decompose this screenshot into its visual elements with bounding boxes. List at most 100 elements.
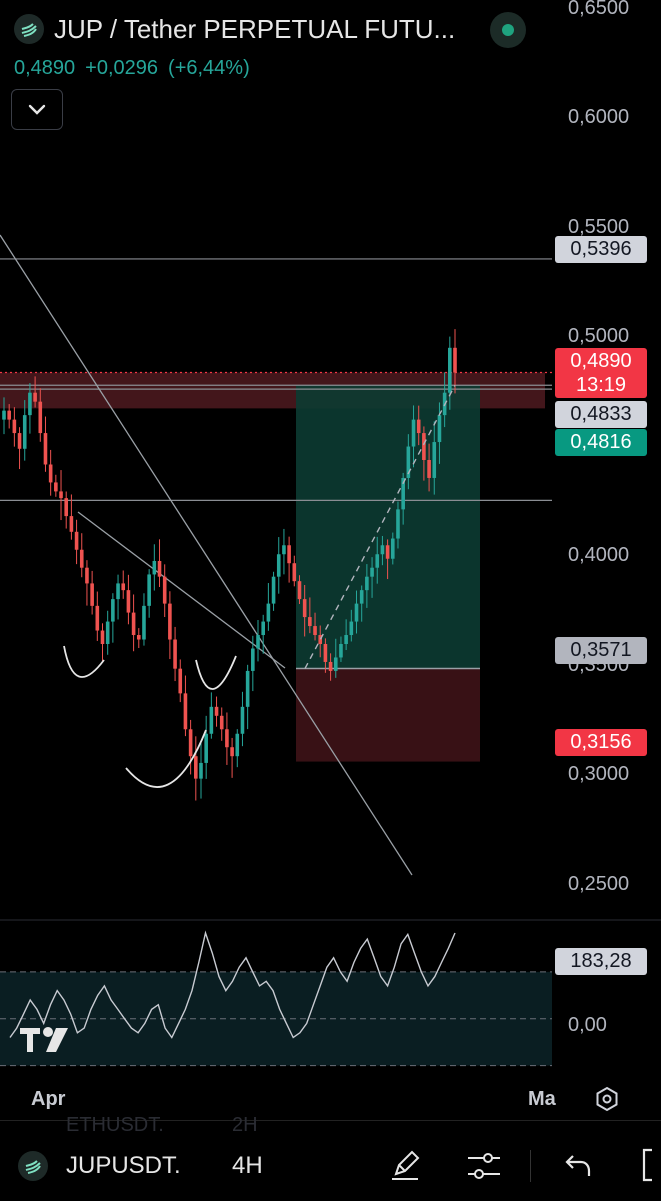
entry-tag[interactable]: 0,3571	[555, 637, 647, 664]
candle-body	[79, 549, 84, 568]
candle-body	[359, 590, 364, 604]
candle-body	[111, 599, 115, 622]
candle-body	[416, 419, 421, 434]
axis-tick: 0,4000	[568, 544, 630, 566]
candle-body	[437, 415, 442, 443]
level-tag-0-5396[interactable]: 0,5396	[555, 236, 647, 263]
candle-body	[85, 567, 89, 584]
right-shoulder-arc	[195, 655, 237, 690]
candle-body	[219, 715, 224, 730]
candle-body	[147, 574, 151, 606]
candle-body	[209, 706, 214, 734]
candle-body	[116, 583, 120, 600]
axis-tick: 0,3000	[568, 763, 630, 785]
candle-body	[74, 531, 79, 550]
candle-body	[225, 729, 229, 748]
candle-body	[162, 576, 167, 604]
candle-body	[323, 644, 328, 662]
indicators-icon[interactable]	[466, 1150, 502, 1187]
candle-body	[427, 460, 431, 478]
candle-body	[142, 605, 146, 640]
candle-body	[375, 554, 380, 568]
candle-body	[33, 392, 37, 402]
interval-button[interactable]: 4H	[232, 1152, 263, 1179]
candle-body	[157, 560, 162, 577]
settings-icon[interactable]	[594, 1086, 620, 1117]
chart-header: JUP / Tether PERPETUAL FUTU... 0,4890 +0,…	[0, 0, 661, 140]
candle-body	[432, 442, 437, 478]
candle-body	[422, 433, 426, 460]
last-price: 0,4890	[14, 57, 76, 79]
candle-body	[178, 668, 183, 694]
undo-icon[interactable]	[564, 1152, 594, 1185]
candle-body	[302, 599, 307, 618]
candle-body	[100, 630, 105, 644]
candle-body	[333, 657, 338, 671]
candle-body	[105, 621, 110, 644]
neckline	[77, 511, 286, 669]
expand-legend-button[interactable]	[11, 89, 63, 130]
candle-body	[121, 583, 126, 591]
last-price-tag: 0,4890 13:19	[555, 348, 647, 398]
symbol-title[interactable]: JUP / Tether PERPETUAL FUTU...	[54, 14, 456, 44]
stop-tag[interactable]: 0,3156	[555, 729, 647, 756]
target-tag[interactable]: 0,4816	[555, 429, 647, 456]
axis-tick: 0,5500	[568, 216, 630, 238]
ghost-interval: 2H	[232, 1114, 258, 1136]
candle-body	[271, 576, 276, 604]
candle-body	[12, 419, 17, 434]
axis-tick: 0,6000	[568, 106, 630, 128]
candle-body	[7, 410, 11, 420]
candle-body	[453, 347, 457, 373]
toolbar-divider	[530, 1150, 531, 1182]
candle-body	[370, 567, 374, 577]
fullscreen-icon[interactable]	[640, 1148, 661, 1187]
level-tag-0-4833[interactable]: 0,4833	[555, 401, 647, 428]
candle-body	[95, 605, 100, 631]
head-arc	[125, 729, 207, 788]
chevron-down-icon	[28, 104, 46, 115]
ghost-symbol: ETHUSDT.	[66, 1114, 164, 1136]
price-change: +0,0296	[85, 57, 159, 79]
candle-body	[411, 419, 416, 447]
candle-body	[287, 545, 291, 564]
bar-countdown: 13:19	[575, 374, 627, 396]
bottom-toolbar	[0, 1120, 661, 1201]
candle-body	[43, 433, 48, 465]
candle-body	[131, 612, 136, 636]
symbol-logo-icon[interactable]	[18, 1151, 48, 1181]
axis-tick: 0,5000	[568, 325, 630, 347]
candle-body	[173, 639, 177, 669]
candle-body	[59, 491, 63, 499]
candle-body	[344, 635, 348, 644]
axis-tick: 0,6500	[568, 0, 630, 19]
projection-path	[304, 384, 456, 669]
candle-body	[2, 410, 6, 420]
candle-body	[261, 621, 265, 636]
candle-body	[401, 477, 405, 510]
candle-body	[48, 464, 53, 483]
candle-body	[308, 617, 312, 627]
candle-body	[339, 644, 343, 658]
candle-body	[54, 482, 58, 492]
drawing-pen-icon[interactable]	[388, 1148, 422, 1187]
candle-body	[204, 733, 208, 763]
time-label-ma: Ma	[528, 1088, 556, 1110]
candle-body	[266, 603, 271, 622]
jup-logo-icon	[14, 14, 44, 44]
oscillator-value-tag: 183,28	[555, 948, 647, 975]
last-price-value: 0,4890	[570, 350, 632, 372]
market-status-icon[interactable]	[490, 12, 526, 48]
candle-body	[240, 706, 245, 734]
candle-body	[256, 635, 260, 649]
candle-body	[69, 516, 74, 532]
axis-tick: 0,2500	[568, 873, 630, 895]
candle-body	[282, 545, 286, 555]
candle-body	[385, 545, 390, 559]
candle-body	[354, 603, 359, 622]
candle-body	[168, 603, 172, 640]
symbol-button[interactable]: JUPUSDT.	[66, 1152, 181, 1179]
candle-body	[380, 545, 385, 555]
candle-body	[396, 509, 400, 539]
